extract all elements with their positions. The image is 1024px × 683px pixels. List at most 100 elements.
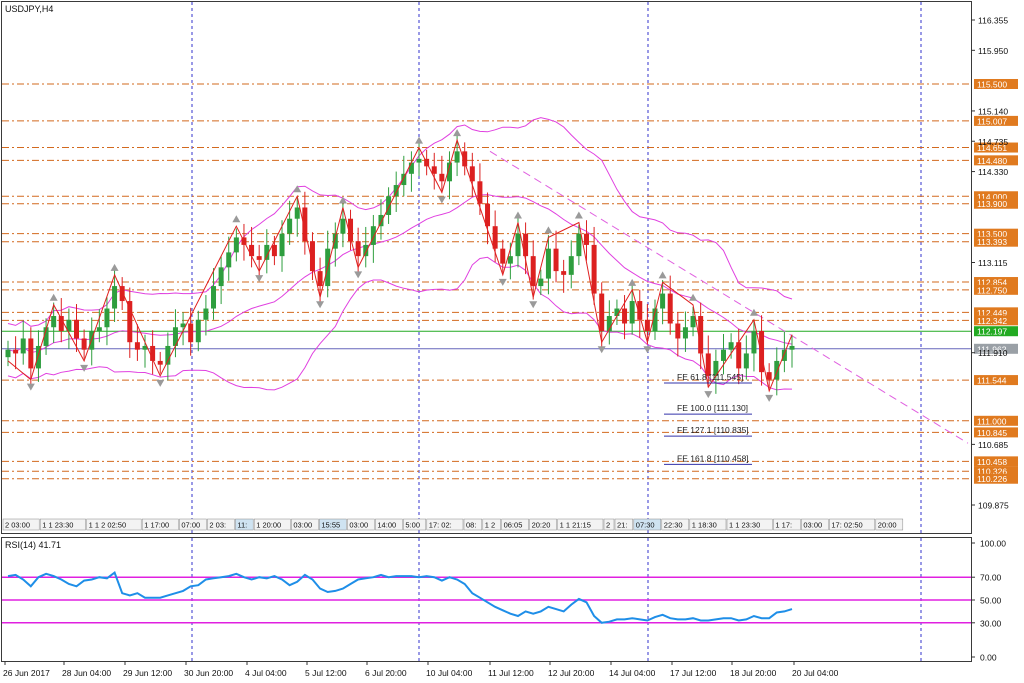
level-tag: [974, 473, 1018, 484]
price-tick-label: 115.950: [978, 46, 1008, 56]
fractal-arrows: [26, 129, 774, 402]
level-tag: [974, 326, 1018, 337]
time-tick-label: 12 Jul 20:00: [548, 668, 595, 678]
session-tag: [633, 518, 662, 531]
session-tag-label: 07:30: [636, 521, 655, 530]
session-tag: [689, 518, 727, 531]
candle-body: [104, 308, 110, 328]
level-tag: [974, 142, 1018, 153]
level-tag: [974, 427, 1018, 438]
time-tick-label: 20 Jul 04:00: [792, 668, 839, 678]
band-lower: [7, 256, 793, 391]
zigzag-path: [7, 138, 793, 393]
rsi-tick-label: 0.00: [980, 653, 997, 663]
candle-body: [180, 323, 186, 328]
level-tag-label: 111.962: [977, 344, 1007, 354]
price-tick-label: 114.735: [978, 137, 1008, 147]
candle-body: [74, 319, 80, 339]
session-tag: [141, 518, 179, 531]
session-tag-label: 03:00: [349, 521, 368, 530]
level-tag: [974, 78, 1018, 89]
fractal-arrow-icon: [749, 308, 758, 316]
candle-body: [127, 301, 133, 343]
level-tag: [974, 284, 1018, 295]
fractal-arrow-icon: [156, 379, 165, 387]
rsi-tick-label: 100.00: [980, 539, 1006, 549]
candle-body: [172, 327, 178, 346]
session-tag-label: 1 17:00: [144, 521, 169, 530]
level-tag: [974, 115, 1018, 126]
fractal-arrow-icon: [628, 278, 637, 286]
candle-body: [492, 226, 498, 249]
candle-body: [203, 308, 209, 320]
candle-body: [515, 233, 521, 257]
candle-body: [249, 244, 255, 257]
fractal-arrow-icon: [232, 215, 241, 223]
candle-body: [675, 323, 681, 339]
level-tag-label: 114.480: [977, 156, 1007, 166]
fractal-arrow-icon: [689, 293, 698, 301]
candle-body: [5, 349, 11, 358]
fractal-arrow-icon: [110, 263, 119, 271]
level-tag: [974, 277, 1018, 288]
candle-body: [348, 218, 354, 242]
level-tag: [974, 191, 1018, 202]
price-tick-label: 114.330: [978, 167, 1008, 177]
candle-body: [218, 267, 224, 287]
session-tag-label: 15:55: [321, 521, 340, 530]
session-tag: [403, 518, 427, 531]
level-tag: [974, 375, 1018, 386]
session-tag: [603, 518, 615, 531]
candle-body: [462, 151, 468, 167]
rsi-tick-label: 30.00: [980, 618, 1002, 628]
session-tag: [375, 518, 403, 531]
level-tag-label: 110.226: [977, 474, 1007, 484]
time-tick-label: 10 Jul 04:00: [426, 668, 473, 678]
candle-body: [363, 244, 369, 257]
candle-body: [553, 248, 559, 272]
session-tag-label: 17: 02:: [429, 521, 452, 530]
time-tick-label: 17 Jul 12:00: [670, 668, 717, 678]
candle-body: [150, 345, 156, 361]
time-tick-label: 30 Jun 20:00: [184, 668, 233, 678]
session-tag-label: 20:20: [532, 521, 551, 530]
candle-body: [355, 241, 361, 257]
session-tag: [426, 518, 464, 531]
trend-line: [489, 150, 969, 444]
session-tag: [463, 518, 483, 531]
session-tag-label: 1 1 21:15: [560, 521, 591, 530]
level-tag-label: 110.845: [977, 428, 1007, 438]
session-tag-label: 2 03:: [209, 521, 226, 530]
fibonacci-expansion: FE 61.8 [111.545] FE 100.0 [111.130] FE 12…: [664, 372, 752, 465]
session-tag-label: 1 1 2 02:50: [89, 521, 127, 530]
session-tag-label: 06:05: [504, 521, 523, 530]
candle-body: [408, 162, 414, 174]
candle-body: [523, 233, 529, 257]
level-tag: [974, 228, 1018, 239]
time-tick-label: 6 Jul 20:00: [365, 668, 407, 678]
candle-body: [332, 233, 338, 249]
candle-body: [591, 244, 597, 294]
level-tag: [974, 343, 1018, 354]
candle-body: [781, 349, 787, 361]
zigzag-line: [7, 138, 793, 393]
horizontal-levels: [2, 83, 971, 480]
fractal-arrow-icon: [544, 226, 553, 234]
candle-body: [340, 218, 346, 234]
fractal-arrow-icon: [49, 293, 58, 301]
candle-body: [393, 185, 399, 197]
candle-body: [477, 181, 483, 204]
fe-label: FE 61.8 [111.545]: [677, 372, 743, 382]
level-tag: [974, 236, 1018, 247]
session-tag: [86, 518, 142, 531]
candle-body: [759, 330, 765, 373]
candle-body: [652, 308, 658, 331]
fractal-arrow-icon: [597, 346, 606, 354]
session-tag: [875, 518, 904, 531]
fractal-arrow-icon: [26, 383, 35, 391]
level-tag-label: 113.500: [977, 229, 1007, 239]
session-tag: [235, 518, 254, 531]
candle-body: [264, 244, 270, 260]
time-tick-label: 4 Jul 04:00: [245, 668, 287, 678]
